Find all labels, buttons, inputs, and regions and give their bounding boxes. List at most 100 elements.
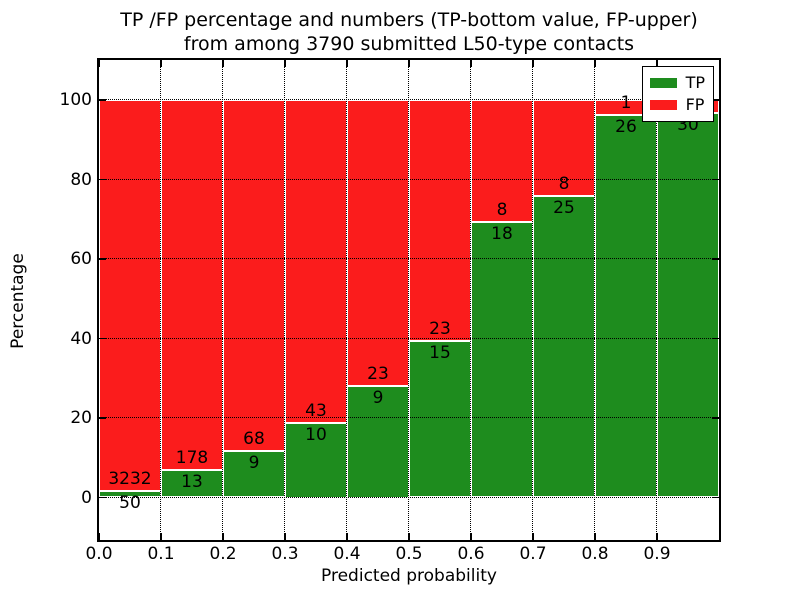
v-gridline <box>470 60 472 540</box>
fp-count-label: 8 <box>496 200 508 221</box>
v-gridline <box>656 60 658 540</box>
y-tick-label: 40 <box>70 328 92 349</box>
x-tick-label: 0.2 <box>209 544 237 564</box>
x-tick-mark <box>284 533 286 540</box>
y-tick-label: 80 <box>70 169 92 190</box>
y-tick-mark <box>712 99 719 101</box>
fp-bar-segment <box>471 100 533 223</box>
chart-title-line1: TP /FP percentage and numbers (TP-bottom… <box>120 9 698 31</box>
x-tick-mark <box>160 533 162 540</box>
fp-count-label: 8 <box>558 174 570 195</box>
tp-bar-segment <box>409 340 471 498</box>
y-tick-mark <box>712 337 719 340</box>
x-tick-mark <box>594 533 596 540</box>
x-tick-label: 0.8 <box>581 544 609 564</box>
y-tick-mark <box>99 178 106 181</box>
tp-bar-segment <box>285 422 347 498</box>
legend: TP FP <box>641 66 714 122</box>
tp-count-label: 13 <box>181 472 203 493</box>
plot-area: 3232501781368943102392315818825126130 TP… <box>97 58 721 542</box>
legend-label: FP <box>685 95 705 114</box>
x-tick-label: 0.5 <box>395 544 423 564</box>
tp-bar-segment <box>347 385 409 498</box>
x-tick-mark <box>656 60 658 67</box>
y-tick-mark <box>99 99 106 101</box>
x-tick-mark <box>470 533 472 540</box>
x-tick-label: 0.0 <box>85 544 113 564</box>
x-tick-label: 0.4 <box>333 544 361 564</box>
x-tick-mark <box>408 60 410 67</box>
y-tick-mark <box>99 496 106 499</box>
y-axis-label: Percentage <box>8 253 28 349</box>
x-tick-mark <box>160 60 162 67</box>
tp-bar-segment <box>533 196 595 498</box>
fp-count-label: 23 <box>429 318 451 339</box>
x-tick-mark <box>98 60 100 67</box>
x-tick-mark <box>594 60 596 67</box>
fp-count-label: 43 <box>305 400 327 421</box>
tp-count-label: 15 <box>429 342 451 363</box>
fp-bar-segment <box>533 100 595 197</box>
y-tick-mark <box>712 178 719 181</box>
legend-item-fp: FP <box>649 94 705 116</box>
x-tick-mark <box>656 533 658 540</box>
v-gridline <box>532 60 534 540</box>
y-tick-label: 20 <box>70 408 92 428</box>
tp-bar-segment <box>657 112 719 498</box>
bars-layer <box>99 60 719 540</box>
v-gridline <box>222 60 224 540</box>
y-tick-label: 0 <box>81 487 92 508</box>
tp-count-label: 26 <box>615 116 637 137</box>
x-tick-mark <box>346 60 348 67</box>
x-tick-mark <box>284 60 286 67</box>
y-tick-mark <box>99 258 106 260</box>
fp-count-label: 68 <box>243 429 265 450</box>
y-tick-mark <box>99 337 106 340</box>
legend-item-tp: TP <box>649 72 705 94</box>
fp-count-label: 23 <box>367 363 389 384</box>
y-tick-mark <box>99 417 106 419</box>
tp-count-label: 18 <box>491 224 513 245</box>
x-tick-mark <box>532 60 534 67</box>
y-tick-mark <box>712 496 719 499</box>
bar-count-labels-layer: 3232501781368943102392315818825126130 <box>99 60 719 540</box>
fp-bar-segment <box>99 100 161 492</box>
tp-count-label: 10 <box>305 424 327 445</box>
tp-count-label: 9 <box>248 453 260 474</box>
tp-color-swatch <box>649 78 677 88</box>
tp-bar-segment <box>595 114 657 498</box>
fp-count-label: 3232 <box>108 469 152 490</box>
v-gridline <box>594 60 596 540</box>
tp-count-label: 9 <box>372 387 384 408</box>
x-tick-mark <box>98 533 100 540</box>
x-tick-mark <box>346 533 348 540</box>
fp-count-label: 1 <box>620 92 632 113</box>
x-tick-mark <box>532 533 534 540</box>
x-tick-mark <box>470 60 472 67</box>
fp-bar-segment <box>409 100 471 341</box>
ticks-layer <box>98 60 719 540</box>
chart-title-line2: from among 3790 submitted L50-type conta… <box>183 33 635 55</box>
v-gridline <box>160 60 162 540</box>
x-tick-label: 0.3 <box>271 544 299 564</box>
x-tick-mark <box>222 533 224 540</box>
x-tick-mark <box>222 60 224 67</box>
fp-bar-segment <box>161 100 223 471</box>
y-tick-labels: 0 20 40 60 80 100 <box>48 0 92 600</box>
fp-count-label: 178 <box>175 448 209 469</box>
x-axis-label: Predicted probability <box>321 566 497 586</box>
v-gridline <box>408 60 410 540</box>
x-tick-label: 0.1 <box>147 544 175 564</box>
tp-count-label: 25 <box>553 198 575 219</box>
y-tick-label: 60 <box>70 249 92 269</box>
x-tick-mark <box>408 533 410 540</box>
fp-color-swatch <box>649 100 677 110</box>
legend-label: TP <box>685 73 705 92</box>
x-tick-label: 0.7 <box>519 544 547 564</box>
y-tick-mark <box>712 417 719 419</box>
v-gridline <box>284 60 286 540</box>
grid-layer <box>99 60 719 540</box>
fp-bar-segment <box>285 100 347 423</box>
x-tick-label: 0.6 <box>457 544 485 564</box>
